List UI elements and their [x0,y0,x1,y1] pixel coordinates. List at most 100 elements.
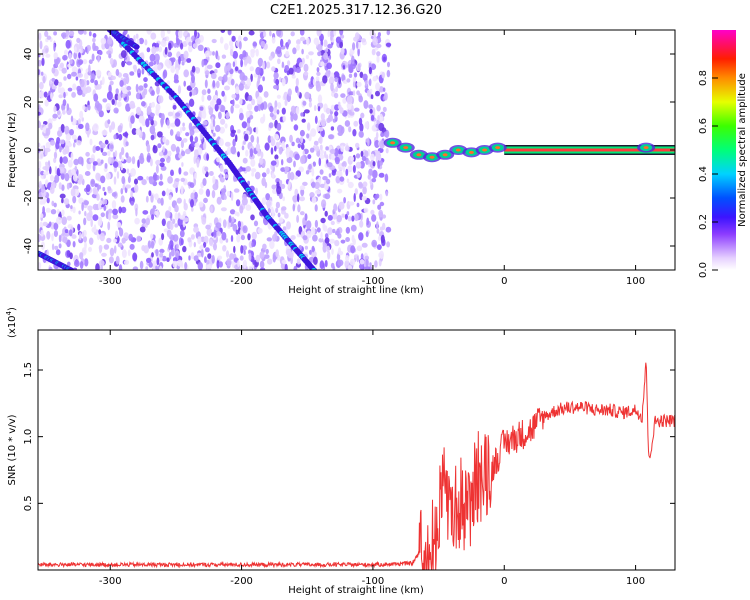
noise-speck [230,78,235,86]
noise-speck [111,200,117,209]
noise-speck [370,153,375,161]
noise-speck [174,178,180,182]
noise-speck [314,181,320,190]
noise-speck [193,191,198,200]
noise-speck [160,157,165,163]
noise-speck [386,241,390,248]
noise-speck [211,38,217,44]
noise-speck [297,90,300,97]
noise-speck [45,207,51,213]
noise-speck [274,100,278,108]
noise-speck [240,245,244,254]
noise-speck [79,110,84,119]
noise-speck [284,99,288,106]
noise-speck [334,77,339,83]
noise-speck [62,54,68,61]
noise-speck [67,142,73,148]
noise-speck [45,53,51,58]
noise-speck [363,207,369,213]
noise-speck [219,36,224,44]
noise-speck [281,210,286,215]
noise-speck [141,68,145,75]
noise-speck [132,266,139,270]
noise-speck [271,36,276,44]
noise-speck [252,258,256,265]
noise-speck [356,255,359,263]
noise-speck [356,172,361,178]
noise-speck [346,78,351,83]
noise-speck [303,71,309,76]
spectrogram-xtick-label: 100 [626,276,645,287]
noise-speck [108,84,112,94]
noise-speck [167,176,174,184]
noise-speck [364,255,370,261]
noise-speck [259,267,266,270]
noise-speck [281,77,286,87]
noise-speck [306,37,310,46]
noise-speck [250,214,255,221]
noise-speck [113,176,117,185]
noise-speck [127,249,131,257]
noise-speck [111,192,117,197]
noise-speck [156,210,160,219]
noise-speck [316,30,322,37]
noise-speck [365,231,369,238]
noise-speck [172,218,176,224]
noise-speck [302,235,308,241]
noise-speck [337,247,342,256]
noise-speck [236,234,241,243]
noise-speck [358,117,363,126]
noise-speck [240,234,245,241]
noise-speck [336,214,343,223]
carrier-blob-peak [482,148,488,152]
noise-speck [239,98,243,105]
noise-speck [364,121,369,129]
noise-speck [135,33,139,39]
noise-speck [349,111,355,116]
noise-speck [295,39,301,45]
noise-speck [73,158,79,166]
snr-xtick-label: -200 [230,576,253,587]
noise-speck [51,77,56,82]
noise-speck [356,245,363,252]
noise-speck [67,261,71,267]
noise-speck [94,79,98,86]
noise-speck [324,210,328,217]
noise-speck [218,111,222,120]
noise-speck [141,179,147,186]
noise-speck [189,91,192,97]
noise-speck [191,65,196,73]
noise-speck [226,258,232,267]
noise-speck [376,244,382,251]
noise-speck [229,253,235,260]
noise-speck [345,255,350,262]
noise-speck [319,183,326,188]
noise-speck [189,134,194,143]
noise-speck [100,37,107,45]
noise-speck [308,163,312,170]
noise-speck [325,70,331,78]
noise-speck [185,148,191,155]
noise-speck [357,47,360,57]
noise-speck [324,193,331,200]
noise-speck [38,32,42,41]
noise-speck [219,164,224,172]
noise-speck [78,123,84,129]
noise-speck [103,244,110,250]
noise-speck [97,219,103,227]
noise-speck [218,261,223,268]
noise-speck [115,109,119,114]
noise-speck [238,83,244,91]
noise-speck [40,213,44,218]
noise-speck [287,60,291,66]
noise-speck [84,258,89,267]
noise-speck [131,156,136,165]
noise-speck [314,219,318,228]
noise-speck [72,195,77,204]
noise-speck [123,30,128,35]
noise-speck [107,221,111,231]
noise-speck [96,193,100,201]
noise-speck [312,161,316,167]
noise-speck [238,40,242,50]
noise-speck [187,237,192,243]
